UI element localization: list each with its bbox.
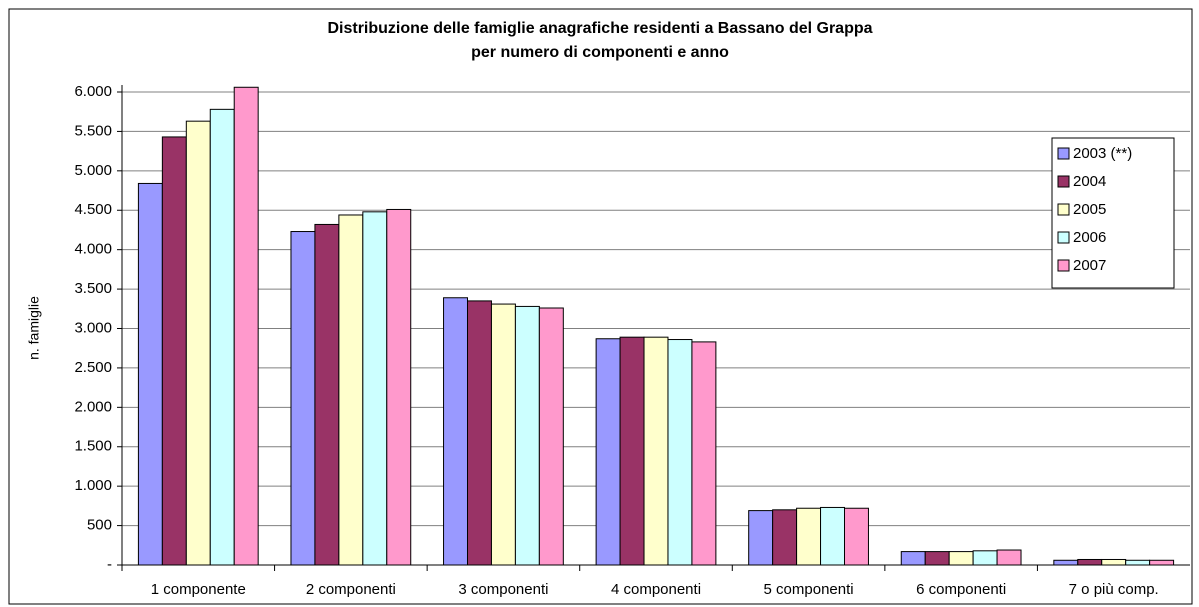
- y-tick-label: 3.500: [74, 280, 112, 297]
- bar: [362, 211, 388, 566]
- bar: [1125, 559, 1151, 566]
- bar: [1101, 558, 1127, 566]
- bar: [538, 307, 564, 566]
- y-tick-label: 1.500: [74, 438, 112, 455]
- bar: [691, 341, 717, 566]
- bar: [209, 108, 235, 566]
- legend-label: 2003 (**): [1073, 145, 1132, 162]
- bar: [643, 336, 669, 566]
- bar: [1053, 559, 1079, 566]
- legend-swatch: [1057, 147, 1070, 160]
- bar: [924, 551, 950, 566]
- legend-swatch: [1057, 231, 1070, 244]
- y-tick-label: 2.000: [74, 398, 112, 415]
- bar: [161, 136, 187, 566]
- bar: [667, 339, 693, 566]
- y-tick-label: 4.500: [74, 201, 112, 218]
- legend-box: [1051, 137, 1175, 289]
- bar: [820, 506, 846, 566]
- bar: [443, 297, 468, 566]
- y-tick-label: -: [107, 556, 112, 573]
- legend-label: 2007: [1073, 257, 1106, 274]
- bar: [619, 336, 645, 566]
- bar: [514, 305, 540, 566]
- x-tick-label: 4 componenti: [611, 581, 701, 598]
- x-tick-label: 1 componente: [151, 581, 246, 598]
- bar: [844, 507, 869, 566]
- bar: [466, 300, 492, 566]
- bar: [1149, 559, 1175, 566]
- x-tick-label: 3 componenti: [458, 581, 548, 598]
- bar: [948, 551, 974, 566]
- bar: [290, 231, 316, 566]
- y-tick-label: 5.000: [74, 162, 112, 179]
- legend-label: 2006: [1073, 229, 1106, 246]
- bar: [748, 510, 774, 566]
- y-tick-label: 3.000: [74, 319, 112, 336]
- bar: [233, 86, 259, 566]
- bar: [972, 550, 998, 566]
- chart-title: Distribuzione delle famiglie anagrafiche…: [327, 20, 872, 37]
- bar: [996, 549, 1022, 566]
- y-tick-label: 2.500: [74, 359, 112, 376]
- legend-swatch: [1057, 175, 1070, 188]
- x-tick-label: 6 componenti: [916, 581, 1006, 598]
- bar: [338, 214, 364, 566]
- y-tick-label: 1.000: [74, 477, 112, 494]
- chart-title: per numero di componenti e anno: [471, 44, 729, 61]
- x-tick-label: 7 o più comp.: [1069, 581, 1159, 598]
- bar: [1077, 558, 1103, 566]
- bar: [796, 507, 822, 566]
- y-axis-label: n. famiglie: [26, 296, 42, 360]
- bar: [595, 338, 621, 566]
- bar: [314, 223, 340, 566]
- bar: [185, 120, 211, 566]
- legend-swatch: [1057, 203, 1070, 216]
- bar: [386, 208, 412, 566]
- y-tick-label: 4.000: [74, 241, 112, 258]
- bar: [900, 551, 926, 566]
- bar: [772, 509, 798, 566]
- y-tick-label: 5.500: [74, 122, 112, 139]
- y-tick-label: 6.000: [74, 83, 112, 100]
- x-tick-label: 2 componenti: [306, 581, 396, 598]
- legend-label: 2004: [1073, 173, 1106, 190]
- legend-label: 2005: [1073, 201, 1106, 218]
- bar: [137, 182, 163, 566]
- y-tick-label: 500: [87, 517, 112, 534]
- bar: [490, 303, 516, 566]
- legend-swatch: [1057, 259, 1070, 272]
- x-tick-label: 5 componenti: [764, 581, 854, 598]
